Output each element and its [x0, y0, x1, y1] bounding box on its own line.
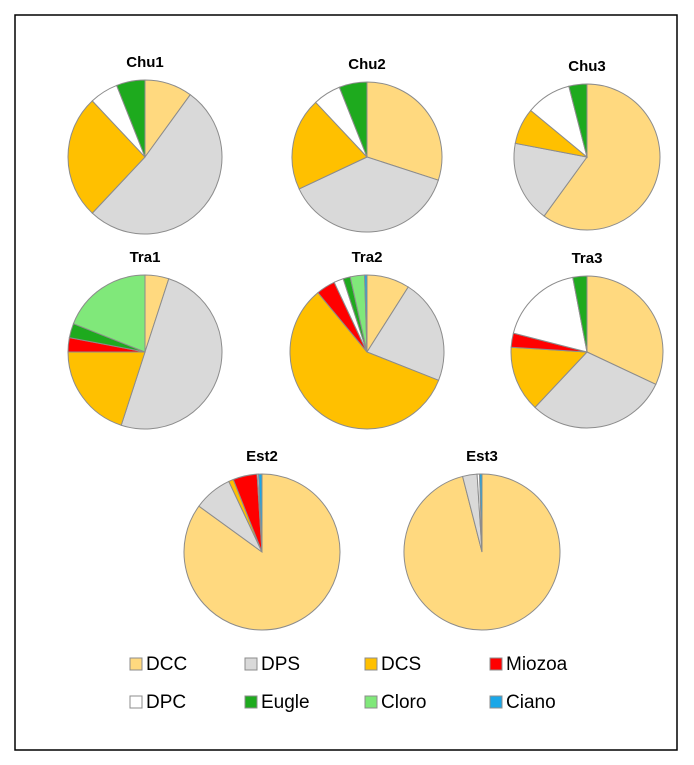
pie-slice	[338, 81, 368, 158]
pie-slice	[543, 83, 661, 231]
legend-label: Miozoa	[506, 654, 568, 675]
pie-slice	[586, 275, 664, 386]
pie-slice	[120, 278, 223, 430]
legend-label: DPC	[146, 692, 186, 713]
legend-label: Ciano	[506, 692, 556, 713]
legend-label: Eugle	[261, 692, 310, 713]
pie-title: Chu3	[568, 58, 606, 75]
pie-slice	[534, 351, 657, 429]
pie-slice	[289, 291, 440, 430]
pie-slice	[366, 286, 445, 381]
pie-title: Chu2	[348, 56, 386, 73]
pie-title: Chu1	[126, 54, 164, 71]
pie-slice	[512, 276, 588, 353]
pie-title: Est3	[466, 448, 498, 465]
pie-slice	[479, 473, 483, 553]
legend-swatch	[364, 657, 378, 671]
pie-slice	[116, 79, 146, 158]
pie-slice	[568, 83, 588, 158]
legend-label: DCC	[146, 654, 187, 675]
pie-slice	[364, 274, 368, 353]
pie-slice	[366, 81, 443, 181]
pie-slice	[67, 351, 146, 426]
pie-title: Tra2	[352, 249, 383, 266]
legend-swatch	[244, 657, 258, 671]
pie-slice	[291, 101, 368, 190]
legend-label: DCS	[381, 654, 421, 675]
pie-slice	[91, 94, 223, 235]
pie-slice	[510, 346, 589, 409]
legend-swatch	[244, 695, 258, 709]
pie-slice	[513, 142, 588, 217]
pie-title: Tra1	[130, 249, 161, 266]
legend-label: DPS	[261, 654, 300, 675]
legend-label: Cloro	[381, 692, 426, 713]
legend-swatch	[129, 657, 143, 671]
legend-swatch	[489, 695, 503, 709]
pie-title: Est2	[246, 448, 278, 465]
legend-swatch	[129, 695, 143, 709]
pie-slice	[258, 473, 263, 553]
legend-swatch	[489, 657, 503, 671]
pie-slice	[298, 156, 439, 233]
pie-title: Tra3	[572, 250, 603, 267]
pie-slice	[67, 100, 146, 214]
pie-slice	[72, 274, 146, 353]
legend-swatch	[364, 695, 378, 709]
pie-slice	[572, 275, 588, 353]
